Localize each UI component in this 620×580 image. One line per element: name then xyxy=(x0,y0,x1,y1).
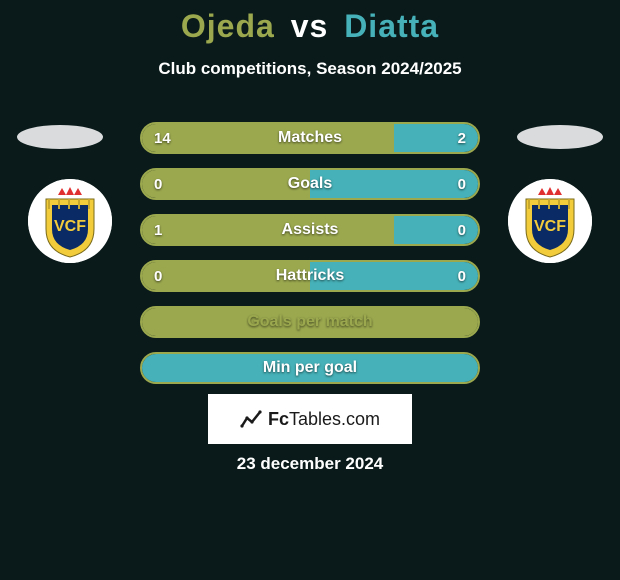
player1-club-badge: VCF xyxy=(28,179,112,263)
club-crest-icon: VCF xyxy=(508,179,592,263)
player2-oval xyxy=(517,125,603,149)
stat-bars: Matches142Goals00Assists10Hattricks00Goa… xyxy=(140,122,480,398)
brand-logo: FcTables.com xyxy=(208,394,412,444)
stat-bar-value-right: 0 xyxy=(458,262,466,290)
player2-club-badge: VCF xyxy=(508,179,592,263)
stat-bar-label: Hattricks xyxy=(142,262,478,290)
stat-bar-value-right: 2 xyxy=(458,124,466,152)
brand-suffix: Tables.com xyxy=(289,409,380,429)
stat-bar-value-left: 0 xyxy=(154,262,162,290)
stat-bar-value-left: 1 xyxy=(154,216,162,244)
club-crest-icon: VCF xyxy=(28,179,112,263)
title-player2: Diatta xyxy=(344,8,439,44)
stat-bar-value-left: 0 xyxy=(154,170,162,198)
stat-bar-label: Matches xyxy=(142,124,478,152)
stat-bar-value-right: 0 xyxy=(458,170,466,198)
brand-text: FcTables.com xyxy=(268,409,380,430)
page-title: Ojeda vs Diatta xyxy=(0,0,620,45)
stat-bar-label: Goals per match xyxy=(142,308,478,336)
stat-bar-label: Goals xyxy=(142,170,478,198)
stat-bar-row: Min per goal xyxy=(140,352,480,384)
title-vs: vs xyxy=(291,8,329,44)
stat-bar-row: Goals0 0 xyxy=(140,168,480,200)
brand-prefix: Fc xyxy=(268,409,289,429)
stat-bar-row: Hattricks0 0 xyxy=(140,260,480,292)
subtitle: Club competitions, Season 2024/2025 xyxy=(0,59,620,79)
stat-bar-row: Matches14 2 xyxy=(140,122,480,154)
stat-bar-row: Goals per match xyxy=(140,306,480,338)
date-text: 23 december 2024 xyxy=(0,454,620,474)
svg-text:VCF: VCF xyxy=(534,218,566,235)
stat-bar-label: Min per goal xyxy=(142,354,478,382)
player1-oval xyxy=(17,125,103,149)
stat-bar-row: Assists1 0 xyxy=(140,214,480,246)
svg-text:VCF: VCF xyxy=(54,218,86,235)
brand-chart-icon xyxy=(240,408,262,430)
title-player1: Ojeda xyxy=(181,8,275,44)
stat-bar-value-right: 0 xyxy=(458,216,466,244)
stat-bar-label: Assists xyxy=(142,216,478,244)
stat-bar-value-left: 14 xyxy=(154,124,171,152)
